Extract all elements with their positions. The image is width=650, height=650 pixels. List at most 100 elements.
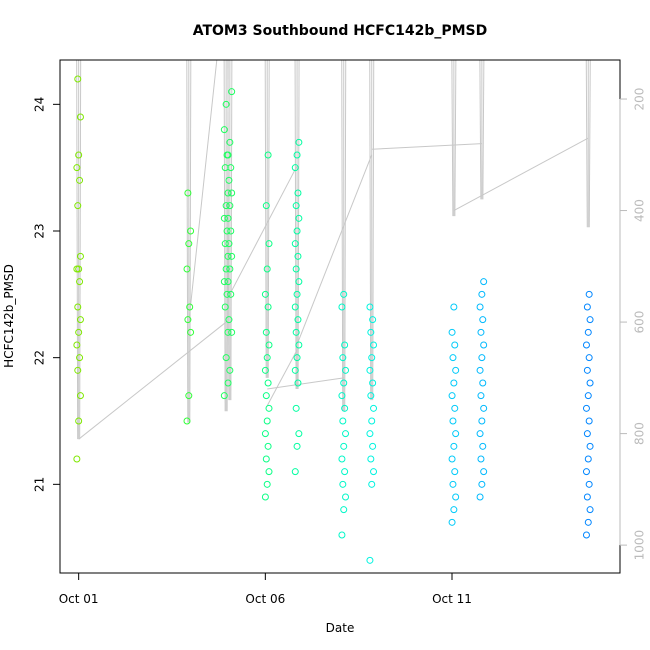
data-point-5-12 xyxy=(295,278,303,286)
profile-line-3-2 xyxy=(230,59,233,401)
data-point-6-8 xyxy=(339,417,347,425)
data-point-8-14 xyxy=(451,341,459,349)
data-point-3-5 xyxy=(224,278,232,286)
data-point-10-12 xyxy=(586,379,594,387)
data-point-8-4 xyxy=(451,468,459,476)
data-point-2-3 xyxy=(221,303,229,311)
data-point-8-5 xyxy=(448,455,456,463)
data-point-4-18 xyxy=(262,202,270,210)
data-point-6-2 xyxy=(342,493,350,501)
data-point-4-17 xyxy=(265,240,273,248)
data-point-9-1 xyxy=(478,480,486,488)
data-point-10-15 xyxy=(582,341,590,349)
data-point-8-3 xyxy=(449,480,457,488)
data-point-5-0 xyxy=(291,468,299,476)
data-point-9-6 xyxy=(478,417,486,425)
data-point-7-13 xyxy=(367,328,375,336)
data-point-8-8 xyxy=(449,417,457,425)
profile-line-8-2 xyxy=(454,59,457,217)
data-point-2-12 xyxy=(224,189,232,197)
data-point-3-11 xyxy=(226,202,234,210)
data-point-9-10 xyxy=(476,366,484,374)
data-point-10-8 xyxy=(583,430,591,438)
data-point-6-16 xyxy=(340,290,348,298)
data-point-5-19 xyxy=(294,189,302,197)
data-point-3-8 xyxy=(225,240,233,248)
data-point-6-15 xyxy=(338,303,346,311)
data-point-5-22 xyxy=(295,138,303,146)
data-point-8-7 xyxy=(452,430,460,438)
right-tick-label-1: 400 xyxy=(633,199,647,222)
data-point-4-6 xyxy=(263,417,271,425)
data-point-5-13 xyxy=(292,265,300,273)
data-point-4-2 xyxy=(265,468,273,476)
data-point-6-9 xyxy=(341,404,349,412)
data-point-8-2 xyxy=(452,493,460,501)
data-point-5-16 xyxy=(293,227,301,235)
data-point-7-7 xyxy=(370,404,378,412)
data-point-5-4 xyxy=(294,379,302,387)
data-point-3-12 xyxy=(228,189,236,197)
data-point-6-4 xyxy=(341,468,349,476)
transit-line-1 xyxy=(188,59,218,323)
data-point-8-15 xyxy=(448,328,456,336)
data-point-0-4 xyxy=(76,354,84,362)
data-point-3-17 xyxy=(228,88,236,96)
right-tick-label-3: 800 xyxy=(633,422,647,445)
profile-line-4-0 xyxy=(264,59,267,378)
data-point-0-8 xyxy=(74,303,82,311)
data-point-4-14 xyxy=(264,303,272,311)
y-tick-label-2: 23 xyxy=(33,223,47,238)
data-points xyxy=(73,75,594,564)
data-point-0-11 xyxy=(75,265,83,273)
y-tick-label-0: 21 xyxy=(33,477,47,492)
data-point-10-16 xyxy=(584,328,592,336)
x-axis-label: Date xyxy=(326,621,355,635)
transit-line-7 xyxy=(453,137,589,211)
data-point-7-9 xyxy=(369,379,377,387)
data-point-0-15 xyxy=(73,164,81,172)
data-point-5-1 xyxy=(293,442,301,450)
data-point-3-13 xyxy=(225,176,233,184)
data-point-5-18 xyxy=(292,202,300,210)
data-point-9-8 xyxy=(477,392,485,400)
data-point-7-8 xyxy=(367,392,375,400)
data-point-5-20 xyxy=(291,164,299,172)
data-point-0-17 xyxy=(76,113,84,121)
data-point-10-2 xyxy=(586,506,594,514)
data-point-3-3 xyxy=(225,316,233,324)
transit-line-3 xyxy=(266,349,298,406)
data-point-8-1 xyxy=(450,506,458,514)
data-point-9-9 xyxy=(479,379,487,387)
data-point-4-15 xyxy=(261,290,269,298)
data-point-9-7 xyxy=(480,404,488,412)
data-point-8-12 xyxy=(452,366,460,374)
data-point-4-10 xyxy=(261,366,269,374)
data-point-7-4 xyxy=(369,442,377,450)
data-point-10-7 xyxy=(586,442,594,450)
data-point-5-9 xyxy=(294,316,302,324)
profile-line-5-0 xyxy=(294,59,297,389)
data-point-9-13 xyxy=(477,328,485,336)
data-point-6-14 xyxy=(341,341,349,349)
data-point-7-11 xyxy=(368,354,376,362)
data-point-10-9 xyxy=(585,417,593,425)
data-point-10-13 xyxy=(583,366,591,374)
transit-line-4 xyxy=(267,377,344,390)
data-point-4-8 xyxy=(262,392,270,400)
data-point-10-6 xyxy=(584,455,592,463)
data-point-3-14 xyxy=(227,164,235,172)
data-point-10-10 xyxy=(582,404,590,412)
data-point-0-3 xyxy=(74,366,82,374)
data-point-6-1 xyxy=(340,506,348,514)
data-point-10-11 xyxy=(584,392,592,400)
data-point-9-4 xyxy=(479,442,487,450)
data-point-6-11 xyxy=(340,379,348,387)
data-point-2-8 xyxy=(221,240,229,248)
transit-line-2 xyxy=(229,165,298,295)
data-point-1-8 xyxy=(184,189,192,197)
y-tick-label-1: 22 xyxy=(33,350,47,365)
data-point-10-5 xyxy=(582,468,590,476)
